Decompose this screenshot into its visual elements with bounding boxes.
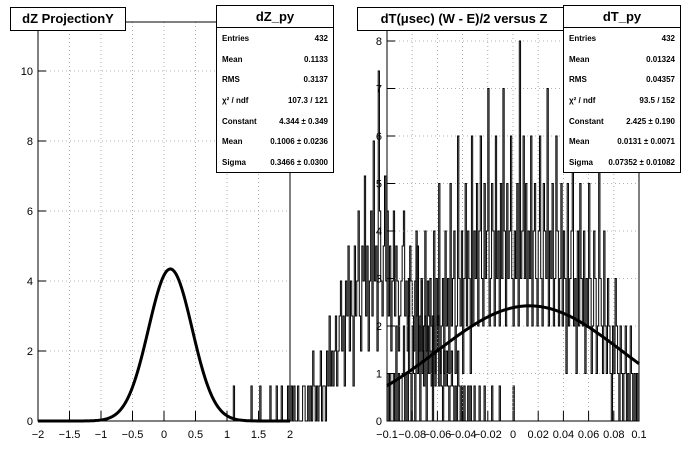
y-tick-label: 2 (376, 321, 382, 333)
stats-title: dZ_py (217, 6, 333, 28)
x-tick-label: 1 (224, 429, 230, 441)
x-tick-label: −2 (32, 429, 45, 441)
x-tick-label: −0.02 (474, 429, 502, 441)
stats-row: Mean 0.01324 (569, 54, 675, 64)
stats-row: Sigma 0.07352 ± 0.01082 (569, 157, 675, 167)
stats-row: Constant 4.344 ± 0.349 (222, 116, 328, 126)
y-tick-label: 7 (376, 84, 382, 96)
y-tick-label: 5 (376, 179, 382, 191)
x-tick-label: 0.04 (553, 429, 574, 441)
x-tick-label: 0 (161, 429, 167, 441)
y-tick-label: 4 (376, 226, 382, 238)
x-tick-label: 0.08 (603, 429, 624, 441)
plot-frame (37, 21, 291, 422)
y-tick-label: 3 (376, 274, 382, 286)
x-tick-label: −0.06 (423, 429, 451, 441)
y-tick-label: 8 (27, 136, 33, 148)
stats-row: Entries 432 (569, 33, 675, 43)
stats-row: χ² / ndf 93.5 / 152 (569, 95, 675, 105)
stats-row: RMS 0.3137 (222, 75, 328, 85)
stats-row: Constant 2.425 ± 0.190 (569, 116, 675, 126)
y-tick-label: 6 (27, 206, 33, 218)
x-tick-label: −1 (95, 429, 108, 441)
y-tick-label: 1 (376, 369, 382, 381)
y-tick-label: 6 (376, 131, 382, 143)
x-tick-label: −0.04 (449, 429, 477, 441)
stats-row: Mean 0.1006 ± 0.0236 (222, 137, 328, 147)
stats-row: Entries 432 (222, 33, 328, 43)
y-tick-label: 10 (21, 66, 33, 78)
x-tick-label: 0.06 (578, 429, 599, 441)
x-tick-label: −0.5 (122, 429, 144, 441)
x-tick-label: 0 (510, 429, 516, 441)
stats-row: Mean 0.1133 (222, 54, 328, 64)
y-tick-label: 4 (27, 276, 33, 288)
y-tick-label: 0 (27, 416, 33, 428)
x-tick-label: 2 (287, 429, 293, 441)
x-tick-label: 0.1 (631, 429, 646, 441)
y-tick-label: 0 (376, 416, 382, 428)
x-tick-label: −1.5 (59, 429, 81, 441)
panel-1-title: dZ ProjectionY (10, 7, 126, 31)
stats-row: χ² / ndf 107.3 / 121 (222, 95, 328, 105)
gaussian-fit-curve (386, 304, 640, 388)
x-tick-label: −0.08 (398, 429, 426, 441)
stats-row: Mean 0.0131 ± 0.0071 (569, 137, 675, 147)
y-tick-label: 2 (27, 346, 33, 358)
panel-2-title: dT(μsec) (W - E)/2 versus Z (357, 7, 571, 31)
x-tick-label: 0.02 (527, 429, 548, 441)
stats-title: dT_py (564, 6, 680, 28)
stats-row: Sigma 0.3466 ± 0.0300 (222, 157, 328, 167)
stats-row: RMS 0.04357 (569, 75, 675, 85)
x-tick-label: 1.5 (251, 429, 266, 441)
panel-1-stats-box: dZ_py Entries 432 Mean 0.1133 RMS 0.3137 χ²… (216, 5, 334, 173)
histogram-line (386, 40, 639, 422)
panel-2-stats-box: dT_py Entries 432 Mean 0.01324 RMS 0.04357 … (563, 5, 681, 173)
x-tick-label: 0.5 (188, 429, 203, 441)
x-tick-label: −0.1 (376, 429, 398, 441)
y-tick-label: 8 (376, 36, 382, 48)
